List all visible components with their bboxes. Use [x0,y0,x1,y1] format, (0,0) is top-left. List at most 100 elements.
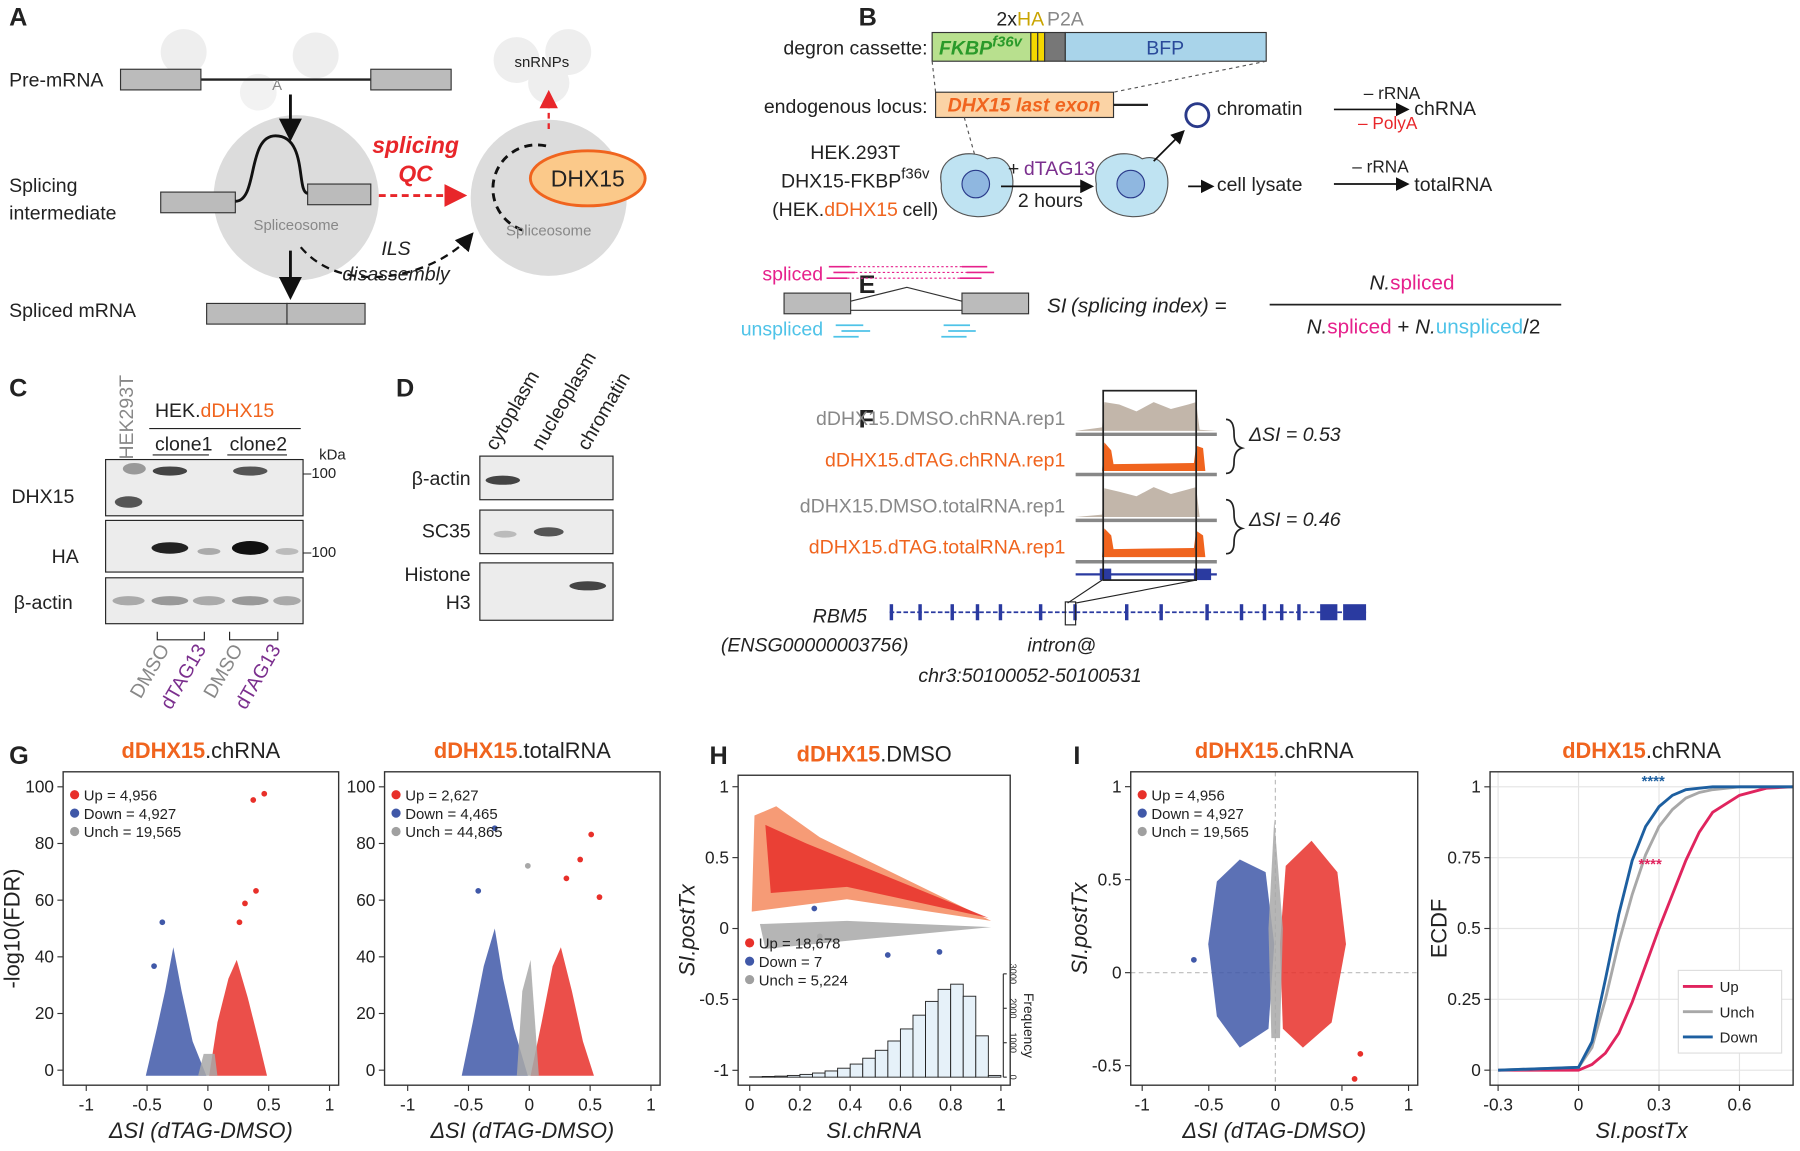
point [596,894,603,901]
shape [197,547,221,555]
y-axis-label: SI.postTx [675,883,700,976]
row-label: H3 [446,592,471,614]
shape [1037,31,1046,62]
label: 2xHA [996,9,1044,31]
plot-border [1130,771,1419,1086]
shape [160,29,207,75]
label: endogenous locus: [764,96,928,118]
panel-label: C [9,374,27,402]
shape [528,149,647,208]
title-part: .chRNA [1646,738,1722,763]
chart-title: dDHX15.totalRNA [434,738,611,763]
shape [1279,604,1284,621]
shape [273,596,301,606]
shape [233,466,268,476]
point [1357,1050,1364,1057]
panel-label: G [9,742,29,770]
point [884,952,891,958]
point-cloud [751,806,992,921]
label: BFP [1146,37,1184,59]
x-tick-label: 0.5 [1330,1094,1354,1114]
marker: –100 [303,465,336,482]
track-label: dDHX15.dTAG.totalRNA.rep1 [809,537,1066,559]
y-tick-label: 0 [1112,962,1122,982]
label: kDa [319,447,346,464]
title-part: dDHX15 [1562,738,1646,763]
text-part: cell) [903,199,939,221]
x-tick-label: -0.3 [1483,1094,1513,1114]
label: N.spliced + N.unspliced/2 [1307,315,1541,338]
chart-title: dDHX15.DMSO [797,741,952,766]
delta-si: ΔSI = 0.53 [1248,424,1341,446]
shape [1297,604,1301,621]
x-tick-label: 1 [1404,1094,1414,1114]
text-part: HEK. [155,400,201,422]
shape [286,302,366,325]
legend-label: Down = 4,927 [1151,806,1243,823]
text-part: f36v [901,165,930,182]
point-cloud [1279,840,1346,1048]
x-axis-label: ΔSI (dTAG-DMSO) [108,1118,293,1143]
point [524,862,531,869]
shape [850,286,963,302]
title-part: dDHX15 [434,738,518,763]
x-axis-label: ΔSI (dTAG-DMSO) [429,1118,614,1143]
shape [485,475,521,485]
label: QC [398,161,433,187]
shape [235,134,309,203]
x-tick-label: 0 [525,1094,535,1114]
shape [889,604,894,621]
shape [1075,402,1217,431]
label: N.spliced [1370,272,1455,295]
panel-label: H [709,742,727,770]
point [250,797,257,803]
legend-swatch [70,808,80,818]
shape [239,73,277,111]
point [236,919,243,926]
point-cloud [1208,859,1275,1048]
panel-label: F [859,405,874,433]
shape [1099,568,1112,581]
legend-label: Unch = 5,224 [759,972,848,989]
histogram-bar [849,1063,864,1078]
gene-id: (ENSG00000003756) [721,634,909,656]
text-part: spliced [1390,272,1454,295]
text-part: + [1397,315,1409,338]
panel-label: D [396,374,414,402]
chart-title: dDHX15.chRNA [1562,738,1721,763]
histogram-bar [824,1070,839,1078]
histogram-bar [975,1035,989,1078]
legend-swatch [745,974,755,985]
x-tick-label: 0 [1271,1094,1281,1114]
panel-f: dDHX15.DMSO.chRNA.rep1 dDHX15.dTAG.chRNA… [721,389,1367,687]
histogram-bar [774,1075,788,1078]
panel-b: degron cassette: FKBPf36v BFP 2xHA P2A e… [764,9,1492,222]
legend-label: Down = 4,927 [84,806,176,823]
panel-c: HEK293T HEK.dDHX15 clone1 clone2 kDa DHX… [11,375,346,713]
y-tick-label: 60 [35,890,54,910]
y-tick-label: 100 [347,777,376,797]
shape [493,37,540,84]
shape [1343,604,1367,621]
group [826,265,995,280]
y-tick-label: 40 [35,947,54,967]
plot-border [1489,771,1794,1086]
y-tick-label: 0.5 [1098,869,1122,889]
legend-label: Up = 4,956 [1151,788,1224,805]
branch-point: A [272,77,282,94]
shape [370,68,452,91]
delta-si: ΔSI = 0.46 [1248,509,1341,531]
point-cloud [198,1053,218,1076]
legend-label: Up = 2,627 [405,788,478,805]
legend-label: Down = 4,465 [405,806,497,823]
shape [206,302,288,325]
shape [1320,604,1338,621]
point [491,825,498,832]
shape [1064,601,1077,626]
coverage-tracks [1075,402,1217,581]
histogram-bar [962,995,977,1078]
label: DHX15-FKBPf36v [781,165,930,192]
point [242,900,248,907]
point [261,790,268,797]
shape [1038,604,1043,621]
